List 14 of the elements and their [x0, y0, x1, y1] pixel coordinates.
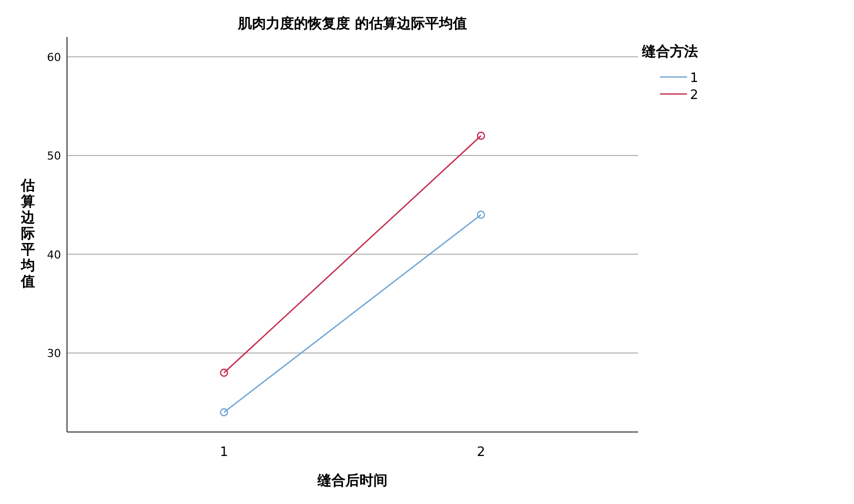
- y-tick-label: 30: [47, 347, 61, 360]
- chart-title: 肌肉力度的恢复度 的估算边际平均值: [237, 15, 467, 32]
- y-tick-label: 50: [47, 150, 61, 162]
- point: [476, 210, 486, 219]
- y-tick-label: 40: [47, 248, 61, 262]
- legend-label: 2: [690, 88, 698, 103]
- x-axis-title: 缝合后时间: [316, 472, 388, 489]
- point: [220, 408, 228, 416]
- point: [476, 132, 486, 140]
- point: [220, 368, 228, 377]
- y-tick-label: 60: [47, 50, 61, 64]
- y-axis-title: 估算边际平均值: [20, 178, 36, 290]
- legend-title: 缝合方法: [641, 43, 698, 60]
- legend-label: 1: [690, 71, 698, 86]
